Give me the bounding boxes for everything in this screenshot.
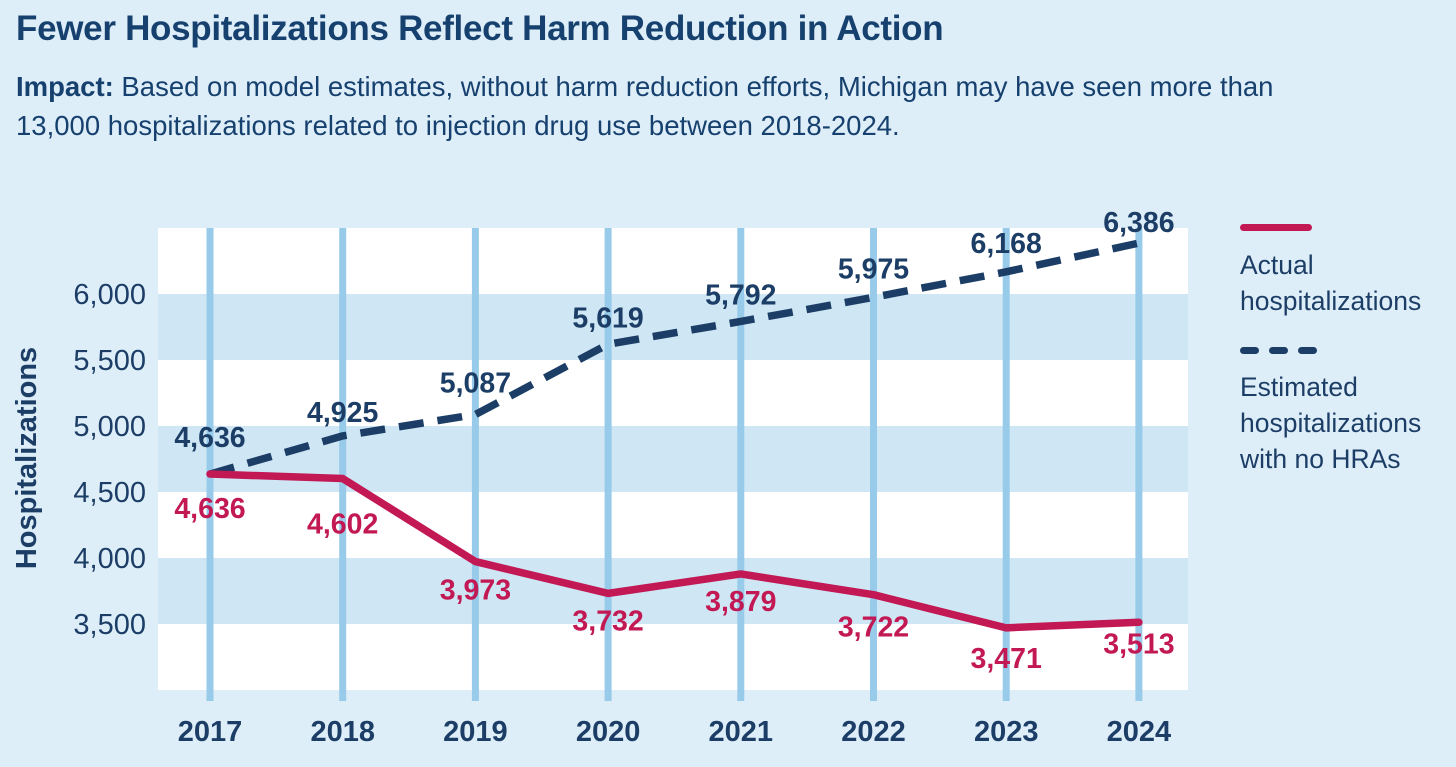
impact-line-2: 13,000 hospitalizations related to injec…: [16, 110, 900, 141]
estimated-value-label: 6,168: [971, 228, 1042, 260]
y-tick-label: 5,500: [73, 345, 146, 377]
x-tick-label: 2022: [841, 716, 906, 748]
legend-item-estimated: Estimated hospitalizations with no HRAs: [1240, 347, 1454, 477]
y-tick-label: 4,500: [73, 477, 146, 509]
legend-item-actual: Actual hospitalizations: [1240, 224, 1454, 319]
dash-segment: [1240, 347, 1259, 354]
y-tick-label: 3,500: [73, 609, 146, 641]
page-title: Fewer Hospitalizations Reflect Harm Redu…: [16, 9, 944, 48]
data-labels-actual: 4,636 4,602 3,973 3,732 3,879 3,722 3,471 3,513: [174, 493, 1174, 675]
legend-label-estimated: Estimated hospitalizations with no HRAs: [1240, 372, 1422, 474]
actual-value-label: 3,973: [440, 575, 511, 607]
x-tick-label: 2018: [310, 716, 375, 748]
actual-value-label: 3,471: [971, 643, 1042, 675]
estimated-value-label: 6,386: [1103, 207, 1174, 239]
estimated-line: [208, 239, 1140, 478]
actual-value-label: 3,513: [1103, 628, 1174, 660]
estimated-line-swatch: [1240, 347, 1454, 354]
estimated-value-label: 4,925: [307, 397, 378, 429]
actual-value-label: 4,636: [174, 493, 245, 525]
series-actual: [206, 470, 1143, 632]
x-tick-label: 2023: [974, 716, 1039, 748]
actual-line-swatch: [1240, 224, 1312, 231]
actual-value-label: 3,879: [705, 586, 776, 618]
y-axis-ticks: 3,500 4,000 4,500 5,000 5,500 6,000: [73, 279, 146, 641]
band-row: [158, 558, 1188, 624]
band-row: [158, 294, 1188, 360]
x-tick-label: 2024: [1107, 716, 1172, 748]
data-labels-estimated: 4,636 4,925 5,087 5,619 5,792 5,975 6,168 6,386: [174, 207, 1174, 454]
estimated-value-label: 5,619: [572, 302, 643, 334]
actual-value-label: 4,602: [307, 509, 378, 541]
x-tick-label: 2021: [709, 716, 774, 748]
chart-legend: Actual hospitalizations Estimated hospit…: [1240, 219, 1454, 477]
x-tick-label: 2019: [443, 716, 508, 748]
actual-value-label: 3,722: [838, 612, 909, 644]
legend-label-actual: Actual hospitalizations: [1240, 250, 1422, 316]
actual-line: [206, 470, 1143, 632]
x-tick-label: 2017: [178, 716, 243, 748]
plot-bands: [158, 294, 1188, 624]
impact-label: Impact:: [16, 71, 114, 102]
x-axis-labels: 2017 2018 2019 2020 2021 2022 2023 2024: [178, 716, 1171, 748]
actual-value-label: 3,732: [572, 605, 643, 637]
dash-segment: [1298, 347, 1317, 354]
estimated-value-label: 5,792: [705, 279, 776, 311]
series-estimated: [208, 239, 1140, 478]
y-axis-title: Hospitalizations: [11, 347, 43, 569]
band-row: [158, 426, 1188, 492]
dash-segment: [1269, 347, 1288, 354]
y-tick-label: 6,000: [73, 279, 146, 311]
estimated-value-label: 4,636: [174, 422, 245, 454]
impact-text: Impact: Based on model estimates, withou…: [16, 67, 1273, 145]
y-tick-label: 5,000: [73, 411, 146, 443]
impact-line-1: Impact: Based on model estimates, withou…: [16, 67, 1273, 106]
y-tick-label: 4,000: [73, 543, 146, 575]
estimated-value-label: 5,087: [440, 368, 511, 400]
x-tick-label: 2020: [576, 716, 641, 748]
estimated-value-label: 5,975: [838, 253, 909, 285]
impact-line-1-rest: Based on model estimates, without harm r…: [113, 71, 1274, 102]
